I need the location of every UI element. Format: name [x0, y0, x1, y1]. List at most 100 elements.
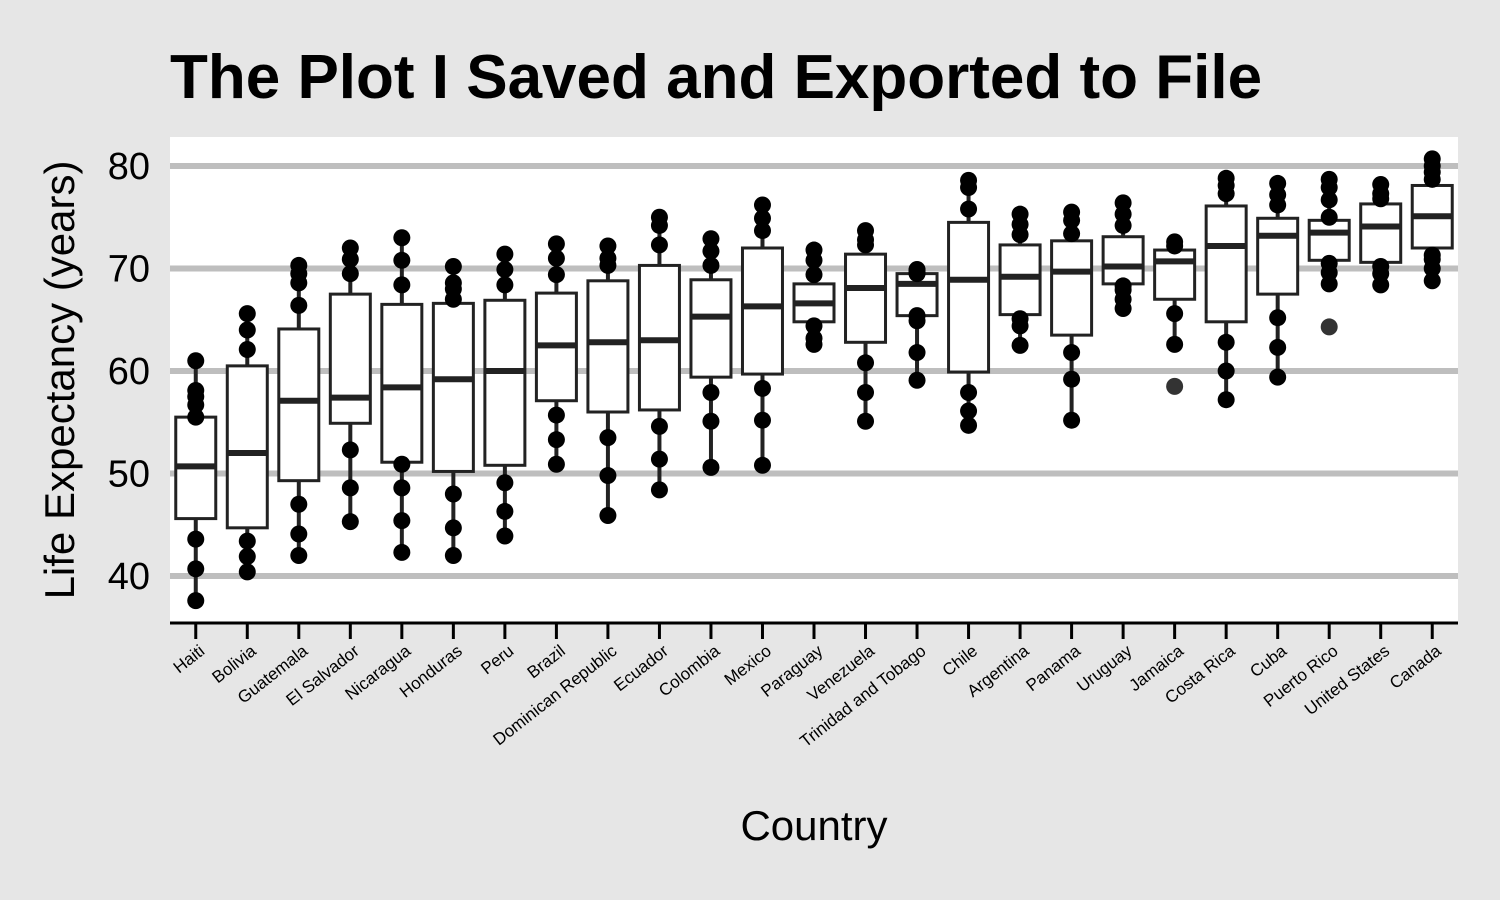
data-point [547, 266, 565, 284]
box-costa-rica [1204, 204, 1248, 324]
data-point [805, 329, 823, 347]
data-point [599, 249, 617, 267]
data-point [805, 266, 823, 284]
data-point [1166, 305, 1184, 323]
data-point [650, 236, 668, 254]
data-point [702, 458, 720, 476]
data-point [1423, 272, 1441, 290]
box-united-states [1359, 202, 1403, 264]
box-bolivia [225, 364, 269, 530]
box-jamaica [1153, 248, 1197, 301]
data-point [1320, 208, 1338, 226]
data-point [290, 547, 308, 564]
data-point [1114, 194, 1132, 212]
data-point [1011, 336, 1029, 354]
data-point [547, 235, 565, 253]
outlier-point [1166, 377, 1184, 395]
data-point [1166, 335, 1184, 353]
data-point [960, 384, 978, 402]
data-point [857, 222, 875, 240]
data-point [1269, 309, 1287, 327]
box-el-salvador [328, 292, 372, 425]
boxes [174, 158, 1454, 601]
data-point [1063, 344, 1081, 362]
data-point [599, 429, 617, 447]
data-point [290, 296, 308, 314]
data-point [496, 474, 514, 492]
data-point [599, 507, 617, 525]
data-point [238, 548, 256, 566]
data-point [753, 222, 771, 240]
data-points [187, 150, 1441, 610]
data-point [702, 230, 720, 248]
data-point [1114, 277, 1132, 295]
data-point [1372, 257, 1390, 275]
data-point [238, 563, 256, 581]
data-point [702, 256, 720, 274]
y-tick-label: 70 [108, 249, 150, 291]
data-point [187, 352, 205, 370]
data-point [753, 209, 771, 227]
data-point [805, 317, 823, 335]
data-point [650, 481, 668, 499]
data-point [1217, 391, 1235, 409]
data-point [908, 371, 926, 389]
data-point [547, 249, 565, 267]
data-point [1063, 203, 1081, 221]
data-point [960, 402, 978, 420]
data-point [290, 495, 308, 513]
data-point [960, 200, 978, 218]
data-point [393, 276, 411, 294]
y-tick-label: 40 [108, 556, 150, 598]
data-point [444, 274, 462, 292]
data-point [547, 455, 565, 473]
data-point [444, 547, 462, 564]
data-point [187, 381, 205, 399]
data-point [496, 527, 514, 545]
data-point [805, 241, 823, 259]
data-point [496, 502, 514, 520]
box-puerto-rico [1307, 218, 1351, 262]
data-point [599, 237, 617, 255]
data-point [1063, 411, 1081, 429]
data-point [290, 256, 308, 274]
data-point [1011, 310, 1029, 328]
data-point [238, 532, 256, 550]
y-tick-label: 60 [108, 351, 150, 393]
data-point [753, 456, 771, 474]
data-point [187, 592, 205, 610]
data-point [857, 354, 875, 372]
data-point [1217, 362, 1235, 380]
data-point [1063, 225, 1081, 243]
data-point [393, 479, 411, 497]
data-point [547, 431, 565, 449]
data-point [238, 321, 256, 339]
data-point [1217, 333, 1235, 351]
data-point [547, 406, 565, 424]
data-point [857, 412, 875, 430]
box-mexico [740, 246, 784, 376]
data-point [1063, 370, 1081, 388]
data-point [238, 305, 256, 323]
data-point [393, 455, 411, 473]
data-point [187, 530, 205, 548]
data-point [857, 384, 875, 402]
data-point [1011, 205, 1029, 223]
data-point [341, 513, 359, 531]
data-point [444, 485, 462, 503]
data-point [1166, 233, 1184, 251]
data-point [1372, 175, 1390, 193]
data-point [1269, 338, 1287, 356]
data-point [599, 467, 617, 485]
box-nicaragua [380, 302, 424, 464]
data-point [187, 408, 205, 426]
data-point [1320, 191, 1338, 209]
box-dominican-republic [586, 279, 630, 414]
data-point [753, 196, 771, 214]
y-tick-label: 80 [108, 146, 150, 188]
data-point [496, 276, 514, 294]
data-point [290, 525, 308, 543]
data-point [341, 265, 359, 283]
data-point [393, 229, 411, 247]
data-point [444, 257, 462, 275]
